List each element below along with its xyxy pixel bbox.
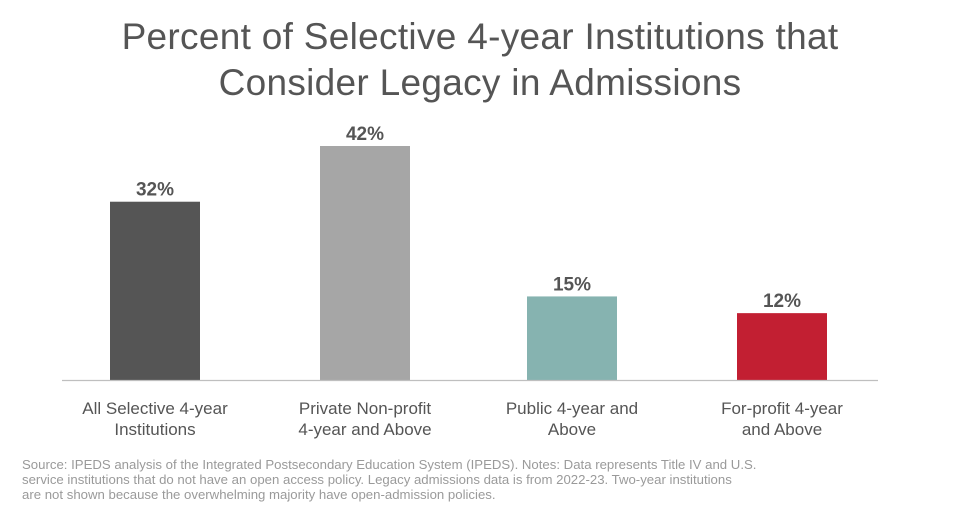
chart-title-line-1: Percent of Selective 4-year Institutions… [121, 16, 839, 57]
category-label-1-line-1: All Selective 4-year [82, 399, 228, 418]
bar-3 [527, 296, 617, 380]
source-note-line-1: Source: IPEDS analysis of the Integrated… [22, 457, 757, 472]
source-note: Source: IPEDS analysis of the Integrated… [22, 457, 942, 502]
bar-value-label-3: 15% [553, 274, 591, 295]
source-note-line-2: service institutions that do not have an… [22, 472, 732, 487]
bar-value-label-1: 32% [136, 180, 174, 201]
chart-title: Percent of Selective 4-year Institutions… [0, 14, 960, 106]
category-label-4-line-1: For-profit 4-year [721, 399, 843, 418]
bar-4 [737, 313, 827, 380]
bar-1 [110, 201, 200, 380]
bar-value-label-2: 42% [346, 124, 384, 145]
category-label-3-line-1: Public 4-year and [506, 399, 638, 418]
source-note-line-3: are not shown because the overwhelming m… [22, 487, 496, 502]
category-label-2-line-2: 4-year and Above [298, 420, 431, 439]
bar-value-label-4: 12% [763, 291, 801, 312]
category-label-1-line-2: Institutions [114, 420, 195, 439]
category-label-2-line-1: Private Non-profit [299, 399, 432, 418]
bar-2 [320, 146, 410, 380]
chart-title-line-2: Consider Legacy in Admissions [218, 62, 742, 103]
category-label-4-line-2: and Above [742, 420, 822, 439]
category-label-3-line-2: Above [548, 420, 596, 439]
